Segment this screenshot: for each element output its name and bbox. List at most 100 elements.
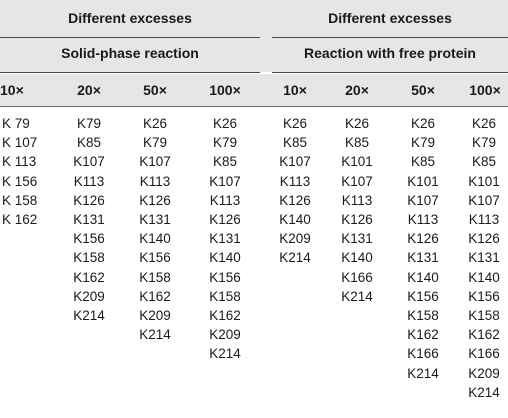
table-cell: K26 xyxy=(410,116,436,131)
group-title-right: Different excesses xyxy=(328,10,452,26)
table-cell: K140 xyxy=(209,250,241,266)
column-header-background xyxy=(0,74,508,106)
table-cell: K26 xyxy=(282,116,308,131)
table-cell: K158 xyxy=(209,288,241,304)
table-cell: K85 xyxy=(282,135,308,151)
column-values: K26 K79 K107 K113 K126 K131 K140 K156 K158 K162 K2… xyxy=(130,114,180,344)
table-cell: K126 xyxy=(73,192,105,208)
column-values: K26 K79 K85 K107 K113 K126 K131 K140 K156 K158 K16… xyxy=(200,114,250,364)
table-cell: K131 xyxy=(209,231,241,247)
table-cell: K113 xyxy=(341,192,373,208)
table-cell: K162 xyxy=(73,269,105,285)
table-cell: K85 xyxy=(344,135,370,151)
table-cell: K162 xyxy=(407,327,439,343)
table-cell: K156 xyxy=(209,269,241,285)
column-header: 100× xyxy=(469,82,501,98)
table-cell: K107 xyxy=(279,154,311,170)
table-cell: K113 xyxy=(209,192,241,208)
table-cell: K156 xyxy=(73,231,105,247)
table-cell: K85 xyxy=(212,154,238,170)
table-cell: K214 xyxy=(468,384,500,400)
table-cell: K140 xyxy=(139,231,171,247)
table-cell: K107 xyxy=(73,154,105,170)
table-cell: K126 xyxy=(407,231,439,247)
table-cell: K79 xyxy=(76,116,102,131)
group-rule-left xyxy=(0,37,260,38)
table-cell: K131 xyxy=(407,250,439,266)
table-cell: K214 xyxy=(139,327,171,343)
table-cell: K214 xyxy=(279,250,311,266)
table-cell: K79 xyxy=(471,135,497,151)
table-cell: K79 xyxy=(212,135,238,151)
header-bottom-rule xyxy=(0,106,508,107)
table-cell: K113 xyxy=(279,173,311,189)
table-cell: K214 xyxy=(341,288,373,304)
column-header: 20× xyxy=(77,82,101,98)
column-values: K26 K79 K85 K101 K107 K113 K126 K131 K140 K156 K15… xyxy=(460,114,508,402)
table-cell: K158 xyxy=(407,308,439,324)
table-cell: K209 xyxy=(279,231,311,247)
table-cell: K126 xyxy=(341,212,373,228)
table-cell: K107 xyxy=(468,192,500,208)
table-cell: K 158 xyxy=(2,192,38,208)
table-cell: K 156 xyxy=(2,173,38,189)
column-header: 10× xyxy=(0,82,24,98)
table-cell: K113 xyxy=(468,212,500,228)
table-cell: K131 xyxy=(468,250,500,266)
column-header: 10× xyxy=(283,82,307,98)
table-cell: K162 xyxy=(209,308,241,324)
table-cell: K101 xyxy=(468,173,500,189)
table-cell: K113 xyxy=(407,212,439,228)
column-header: 50× xyxy=(143,82,167,98)
table-cell: K158 xyxy=(139,269,171,285)
column-header: 50× xyxy=(411,82,435,98)
table-cell: K126 xyxy=(279,192,311,208)
table-cell: K166 xyxy=(407,346,439,362)
table-cell: K107 xyxy=(407,192,439,208)
table-cell: K131 xyxy=(73,212,105,228)
table-cell: K126 xyxy=(468,231,500,247)
subtitle-rule-left xyxy=(0,72,260,73)
table-cell: K131 xyxy=(341,231,373,247)
table-cell: K156 xyxy=(139,250,171,266)
table-cell: K107 xyxy=(209,173,241,189)
table-cell: K166 xyxy=(468,346,500,362)
table-cell: K126 xyxy=(209,212,241,228)
table-cell: K158 xyxy=(468,308,500,324)
table-cell: K 79 xyxy=(2,116,30,131)
table-cell: K85 xyxy=(76,135,102,151)
table-cell: K156 xyxy=(468,288,500,304)
header-background xyxy=(0,0,508,72)
table-cell: K79 xyxy=(410,135,436,151)
table-cell: K126 xyxy=(139,192,171,208)
table-cell: K162 xyxy=(468,327,500,343)
table-cell: K107 xyxy=(341,173,373,189)
subtitle-solid-phase: Solid-phase reaction xyxy=(61,45,199,61)
group-title-left: Different excesses xyxy=(68,10,192,26)
table-cell: K209 xyxy=(139,308,171,324)
column-header: 20× xyxy=(345,82,369,98)
table-cell: K209 xyxy=(209,327,241,343)
subtitle-free-protein: Reaction with free protein xyxy=(304,45,476,61)
group-rule-right xyxy=(272,37,508,38)
table-cell: K140 xyxy=(341,250,373,266)
subtitle-rule-right xyxy=(272,72,508,73)
column-values: K79 K85 K107 K113 K126 K131 K156 K158 K162 K209 K2… xyxy=(64,114,114,325)
column-values: K26 K85 K107 K113 K126 K140 K209 K214 xyxy=(270,114,320,268)
table-cell: K26 xyxy=(142,116,168,131)
table-cell: K214 xyxy=(73,308,105,324)
table-cell: K 113 xyxy=(2,154,37,170)
table-cell: K101 xyxy=(341,154,373,170)
column-values: K26 K85 K101 K107 K113 K126 K131 K140 K166 K214 xyxy=(332,114,382,306)
table-cell: K 162 xyxy=(2,212,38,228)
table-cell: K107 xyxy=(139,154,171,170)
table-cell: K26 xyxy=(212,116,238,131)
table-cell: K113 xyxy=(73,173,105,189)
table-cell: K209 xyxy=(468,365,500,381)
table-cell: K79 xyxy=(142,135,168,151)
table-cell: K162 xyxy=(139,288,171,304)
table-cell: K209 xyxy=(73,288,105,304)
table-cell: K85 xyxy=(471,154,497,170)
table-cell: K26 xyxy=(471,116,497,131)
table-cell: K140 xyxy=(279,212,311,228)
